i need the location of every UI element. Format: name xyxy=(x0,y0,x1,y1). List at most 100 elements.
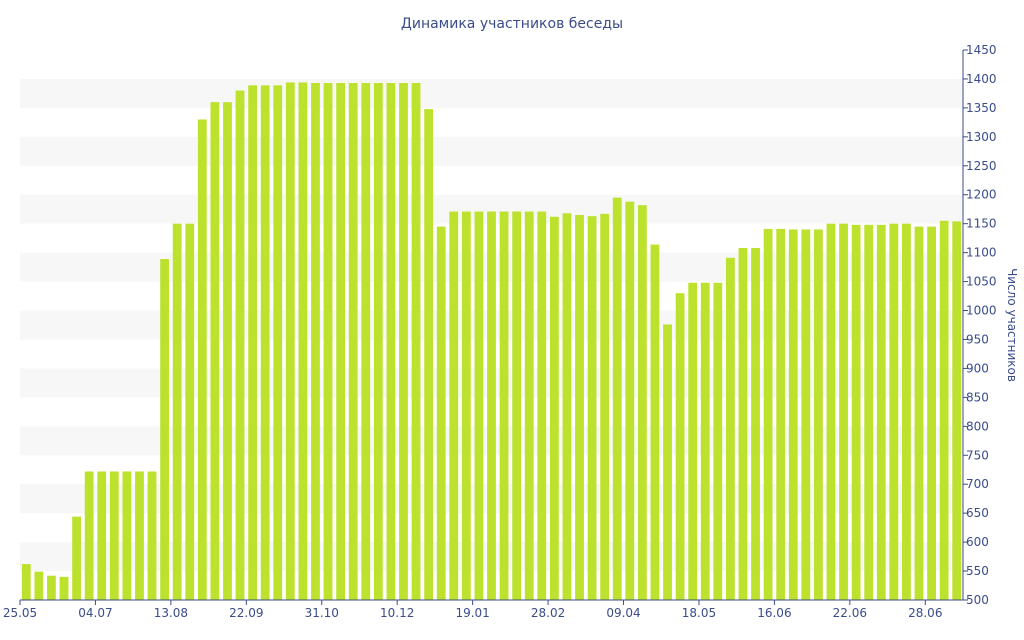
bar xyxy=(197,119,207,600)
y-tick-label: 700 xyxy=(966,477,989,491)
bar xyxy=(902,223,911,600)
bar xyxy=(776,228,786,600)
y-tick-label: 1100 xyxy=(966,246,997,260)
y-axis-title: Число участников xyxy=(1005,268,1019,382)
x-tick-label: 04.07 xyxy=(78,606,112,620)
bar xyxy=(512,211,522,600)
bar xyxy=(361,83,371,600)
bar xyxy=(650,244,660,600)
bar xyxy=(499,211,509,600)
bar xyxy=(663,324,672,600)
x-tick-label: 18.05 xyxy=(682,606,716,620)
bar xyxy=(851,224,861,600)
bar xyxy=(373,83,383,600)
bar xyxy=(147,471,157,600)
bar xyxy=(21,564,31,600)
bar xyxy=(260,85,270,600)
x-tick-label: 28.02 xyxy=(531,606,565,620)
bar xyxy=(487,211,496,600)
bar xyxy=(386,83,396,600)
bar xyxy=(135,471,144,600)
bar xyxy=(223,102,232,601)
bar xyxy=(436,226,446,600)
y-tick-label: 1000 xyxy=(966,304,997,318)
bar xyxy=(700,282,710,600)
bar xyxy=(751,248,760,600)
bar xyxy=(461,211,471,600)
bar xyxy=(637,205,647,600)
bar xyxy=(600,213,610,600)
bar xyxy=(59,576,69,600)
bar xyxy=(248,85,258,600)
bar-series xyxy=(21,82,962,601)
bar xyxy=(474,211,484,600)
bar xyxy=(814,229,823,600)
bar xyxy=(738,248,748,600)
bar xyxy=(298,82,308,601)
y-tick-label: 850 xyxy=(966,390,989,404)
x-tick-label: 19.01 xyxy=(455,606,489,620)
x-tick-label: 13.08 xyxy=(154,606,188,620)
bar xyxy=(109,471,119,600)
bar xyxy=(575,215,584,600)
bar xyxy=(273,85,283,600)
bar xyxy=(675,293,685,600)
y-axis: 500 550 600 650 700 750 800 850 900 950 1000 1050 11… xyxy=(962,43,997,607)
bar xyxy=(625,201,635,600)
bar xyxy=(549,216,559,601)
y-tick-label: 1050 xyxy=(966,275,997,289)
bar xyxy=(323,83,333,600)
y-tick-label: 950 xyxy=(966,332,989,346)
y-tick-label: 1300 xyxy=(966,130,997,144)
y-tick-label: 1250 xyxy=(966,159,997,173)
bar xyxy=(336,83,346,600)
bar xyxy=(235,90,245,600)
x-tick-label: 16.06 xyxy=(757,606,791,620)
bar xyxy=(763,228,773,600)
bar xyxy=(285,82,295,601)
y-tick-label: 1350 xyxy=(966,101,997,115)
y-tick-label: 900 xyxy=(966,361,989,375)
x-tick-label: 10.12 xyxy=(380,606,414,620)
y-tick-label: 550 xyxy=(966,564,989,578)
x-tick-label: 09.04 xyxy=(606,606,640,620)
bar xyxy=(160,259,169,600)
bar xyxy=(411,83,421,600)
y-tick-label: 500 xyxy=(966,593,989,607)
bar xyxy=(801,229,811,600)
bar xyxy=(524,211,534,600)
bar xyxy=(889,223,899,600)
y-tick-label: 800 xyxy=(966,419,989,433)
x-tick-label: 31.10 xyxy=(305,606,339,620)
bar xyxy=(952,221,962,600)
bar xyxy=(939,220,949,601)
bar xyxy=(185,223,195,600)
chart-title: Динамика участников беседы xyxy=(401,16,623,32)
bar xyxy=(914,226,924,600)
bar xyxy=(172,223,182,600)
grid-band xyxy=(20,78,963,108)
bar xyxy=(34,571,44,600)
y-tick-label: 750 xyxy=(966,448,989,462)
bar xyxy=(348,83,358,600)
bar xyxy=(725,257,735,600)
y-tick-label: 650 xyxy=(966,506,989,520)
y-tick-label: 1150 xyxy=(966,217,997,231)
x-axis: 25.05 04.07 13.08 22.09 31.10 10.12 19.01 28.02… xyxy=(3,599,963,620)
bar xyxy=(788,229,798,600)
bar xyxy=(424,109,434,601)
x-tick-label: 28.06 xyxy=(908,606,942,620)
bar xyxy=(311,83,320,600)
bar xyxy=(210,102,220,601)
bar xyxy=(927,226,936,600)
bar xyxy=(839,223,848,600)
bar xyxy=(84,471,94,600)
bar xyxy=(864,224,874,600)
grid-band xyxy=(20,136,963,166)
bar xyxy=(47,575,56,600)
bar xyxy=(97,471,107,600)
bar xyxy=(876,224,886,600)
bar xyxy=(537,211,547,600)
y-tick-label: 1200 xyxy=(966,188,997,202)
